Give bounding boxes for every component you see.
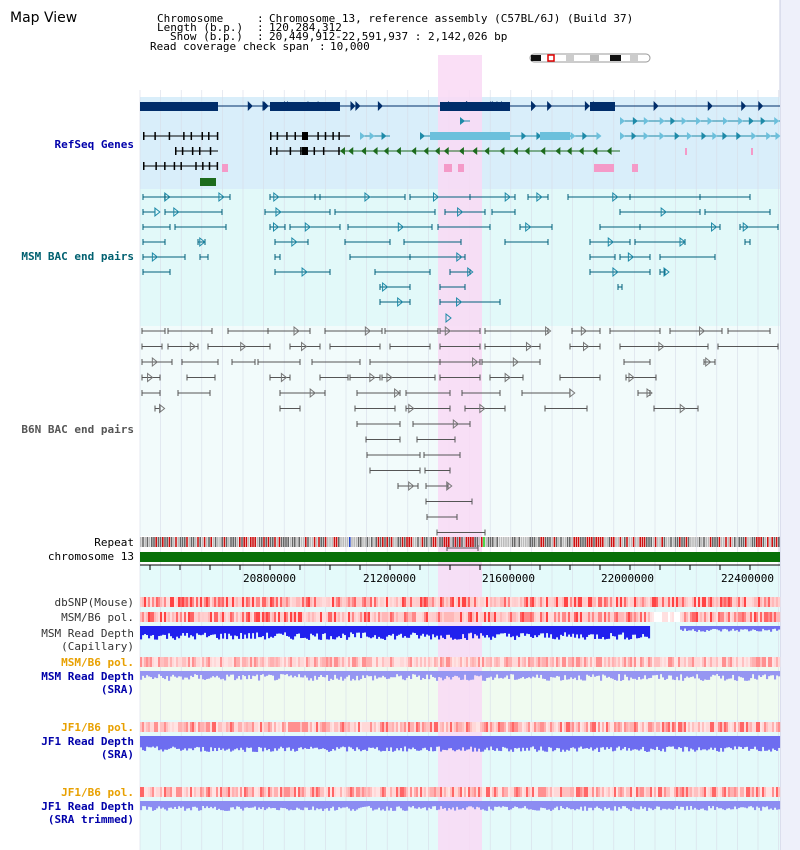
axis-tick-label: 22000000 [601,572,654,585]
chromosome-ideogram[interactable] [529,53,651,63]
track-label-msm-depth-sra-sub: (SRA) [100,683,134,696]
track-label-jf1-b6-pol-trim: JF1/B6 pol. [61,786,134,799]
info-show-key: Show (b.p.) [170,30,243,43]
track-label-msm-bac[interactable]: MSM BAC end pairs [21,250,134,263]
info-length-value: 120,284,312 [269,21,342,34]
axis-tick-label: 21600000 [482,572,535,585]
info-chromosome-value: Chromosome 13, reference assembly (C57BL… [269,12,634,25]
axis-tick-label: 20800000 [243,572,296,585]
track-label-repeat: Repeat [94,536,134,549]
track-label-msm-depth-cap: MSM Read Depth [41,627,134,640]
b6n-bac-end-pairs-track[interactable] [141,325,779,551]
track-label-jf1-depth-trim-sub: (SRA trimmed) [47,813,134,826]
info-sep-1: : [257,12,264,25]
info-sep-4: : [319,40,326,53]
info-sep-2: : [257,21,264,34]
position-axis: 20800000 21200000 21600000 22000000 2240… [140,564,780,585]
track-label-jf1-depth-trim: JF1 Read Depth [41,800,134,813]
info-show-value: 20,449,912-22,591,937 : 2,142,026 bp [269,30,508,43]
track-label-dbsnp: dbSNP(Mouse) [54,596,134,609]
track-label-jf1-depth-sub: (SRA) [100,748,134,761]
track-label-b6n-bac[interactable]: B6N BAC end pairs [21,423,134,436]
info-coverage-value: 10,000 [330,40,370,53]
read-depth-tracks[interactable] [140,626,781,811]
track-label-msm-b6-pol-sra: MSM/B6 pol. [61,656,134,669]
info-sep-3: : [257,30,264,43]
track-label-jf1-b6-pol: JF1/B6 pol. [61,721,134,734]
track-label-refseq[interactable]: RefSeq Genes [54,138,134,151]
polymorphism-heat-tracks[interactable] [140,597,781,797]
refseq-genes-track[interactable] [140,101,781,186]
right-gutter [780,0,800,850]
page-title: Map View [10,10,78,26]
repeat-track[interactable] [140,537,780,547]
track-label-msm-depth-sra: MSM Read Depth [41,670,134,683]
info-length-key: Length (b.p.) [157,21,244,34]
track-label-jf1-depth: JF1 Read Depth [41,735,134,748]
info-chromosome-key: Chromosome [157,12,224,25]
track-label-chromosome: chromosome 13 [47,550,134,563]
chromosome-bar[interactable] [140,552,780,562]
track-label-msm-depth-cap-sub: (Capillary) [61,640,134,653]
axis-tick-label: 21200000 [363,572,416,585]
info-coverage-key: Read coverage check span [150,40,309,53]
track-label-msm-b6-pol: MSM/B6 pol. [61,611,134,624]
msm-bac-end-pairs-track[interactable] [142,191,779,324]
axis-tick-label: 22400000 [721,572,774,585]
